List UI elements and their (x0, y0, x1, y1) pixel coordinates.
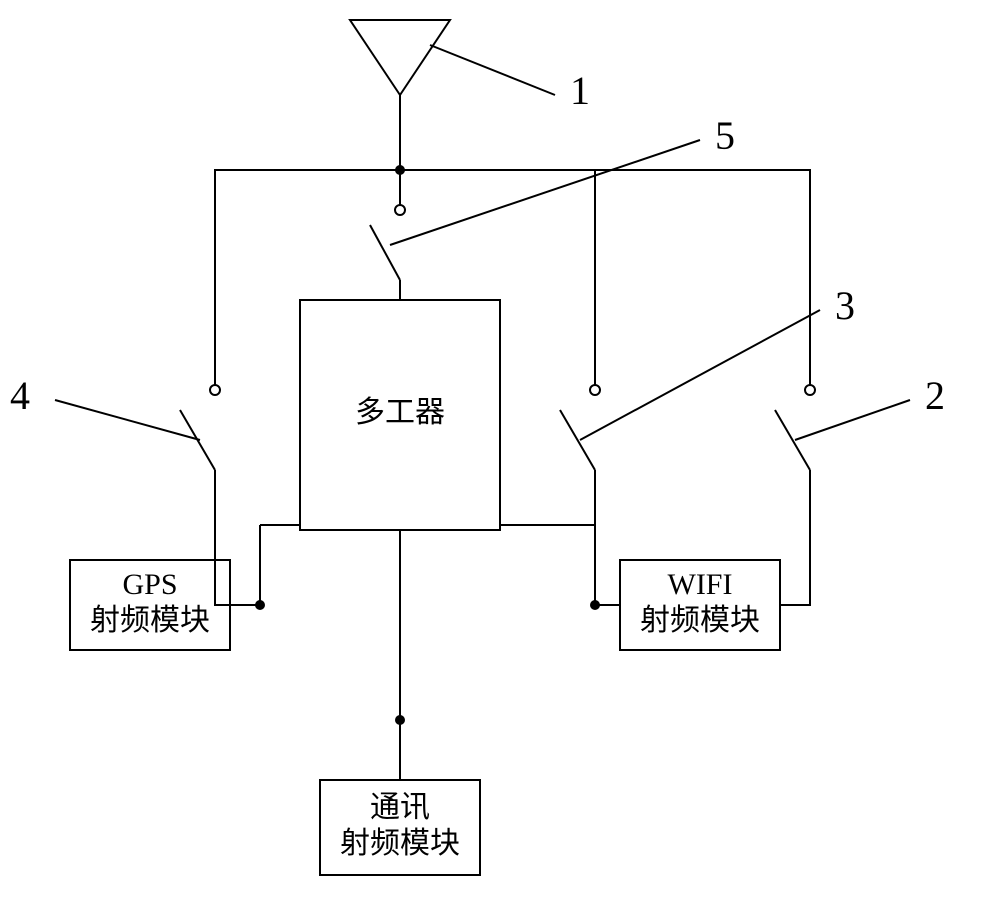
callout-3-label: 3 (835, 283, 855, 328)
callout-2-label: 2 (925, 373, 945, 418)
wire-rightbus-wifi (780, 470, 810, 605)
sw5-arm (370, 225, 400, 280)
callout-4-label: 4 (10, 373, 30, 418)
callout-2-leader (795, 400, 910, 440)
callout-4-leader (55, 400, 200, 440)
sw4-top-terminal (210, 385, 220, 395)
sw3-top-terminal (590, 385, 600, 395)
callout-1-label: 1 (570, 68, 590, 113)
callout-1-leader (430, 45, 555, 95)
gps-label-1: GPS (122, 568, 177, 601)
callout-3-leader (580, 310, 820, 440)
sw5-top-terminal (395, 205, 405, 215)
wire-leftbus-gps (215, 470, 260, 605)
callout-5-label: 5 (715, 113, 735, 158)
gps-label-2: 射频模块 (90, 604, 210, 637)
rf-block-diagram: 多工器 GPS 射频模块 WIFI 射频模块 通讯 射频模块 1 5 3 2 4 (0, 0, 1000, 914)
comm-label-2: 射频模块 (340, 827, 460, 860)
comm-label-1: 通讯 (370, 791, 430, 824)
wire-left-bus (215, 170, 400, 385)
wifi-label-2: 射频模块 (640, 604, 760, 637)
sw2-top-terminal (805, 385, 815, 395)
sw2-arm (775, 410, 810, 470)
antenna-symbol (350, 20, 450, 95)
sw3-arm (560, 410, 595, 470)
multiplexer-label: 多工器 (355, 396, 445, 429)
wifi-label-1: WIFI (668, 568, 733, 601)
wire-right-bus (400, 170, 810, 385)
callout-5-leader (390, 140, 700, 245)
